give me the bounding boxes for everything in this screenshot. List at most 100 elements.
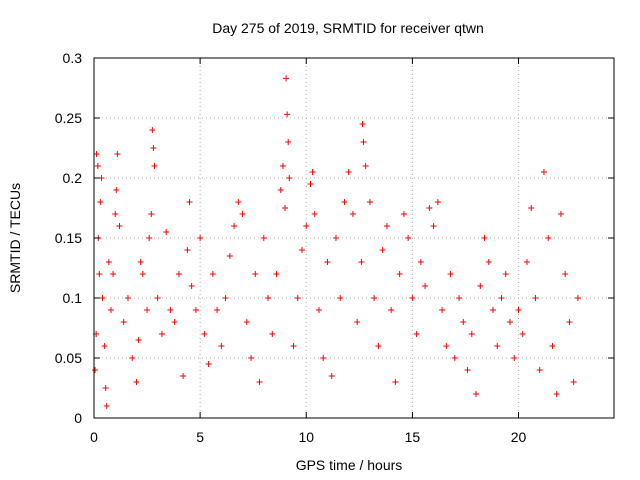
data-point bbox=[94, 163, 101, 169]
data-point bbox=[341, 199, 348, 205]
data-point bbox=[218, 343, 225, 349]
data-point bbox=[528, 205, 535, 211]
data-point bbox=[349, 211, 356, 217]
data-point bbox=[243, 319, 250, 325]
y-tick-label: 0.25 bbox=[55, 110, 82, 126]
data-point bbox=[116, 223, 123, 229]
data-point bbox=[180, 373, 187, 379]
data-point bbox=[511, 355, 518, 361]
data-point bbox=[383, 223, 390, 229]
data-point bbox=[439, 307, 446, 313]
data-point bbox=[422, 283, 429, 289]
x-tick-label: 20 bbox=[511, 429, 527, 445]
data-point bbox=[362, 163, 369, 169]
data-point bbox=[566, 319, 573, 325]
data-point bbox=[248, 355, 255, 361]
data-point bbox=[139, 271, 146, 277]
data-point bbox=[574, 295, 581, 301]
data-point bbox=[545, 235, 552, 241]
data-point bbox=[345, 169, 352, 175]
data-point bbox=[498, 295, 505, 301]
data-point bbox=[135, 337, 142, 343]
x-tick-label: 0 bbox=[90, 429, 98, 445]
data-point bbox=[197, 235, 204, 241]
data-point bbox=[188, 283, 195, 289]
y-tick-label: 0.15 bbox=[55, 230, 82, 246]
data-point bbox=[490, 307, 497, 313]
data-point bbox=[129, 355, 136, 361]
data-point bbox=[507, 319, 513, 325]
data-point bbox=[557, 211, 564, 217]
data-point bbox=[553, 391, 560, 397]
data-point bbox=[375, 343, 382, 349]
data-point bbox=[146, 235, 153, 241]
data-point bbox=[294, 295, 301, 301]
data-point bbox=[214, 307, 221, 313]
data-point bbox=[392, 379, 399, 385]
data-points bbox=[92, 75, 581, 409]
data-point bbox=[113, 187, 120, 193]
data-point bbox=[285, 139, 292, 145]
data-point bbox=[434, 199, 441, 205]
data-point bbox=[413, 331, 420, 337]
data-point bbox=[226, 253, 233, 259]
data-point bbox=[283, 75, 290, 82]
data-point bbox=[360, 139, 367, 145]
data-point bbox=[303, 223, 310, 229]
data-point bbox=[366, 199, 373, 205]
data-point bbox=[282, 205, 289, 211]
data-point bbox=[154, 295, 161, 301]
data-point bbox=[158, 331, 165, 337]
data-point bbox=[107, 307, 114, 313]
data-point bbox=[299, 247, 305, 253]
data-point bbox=[192, 307, 199, 313]
data-point bbox=[311, 211, 318, 217]
data-point bbox=[290, 343, 297, 349]
data-point bbox=[99, 295, 106, 301]
data-point bbox=[144, 307, 151, 313]
x-axis-label: GPS time / hours bbox=[296, 457, 403, 473]
data-point bbox=[150, 145, 157, 151]
data-point bbox=[102, 385, 109, 391]
data-point bbox=[279, 163, 286, 169]
data-point bbox=[110, 271, 117, 277]
data-point bbox=[101, 343, 108, 349]
data-point bbox=[477, 283, 484, 289]
data-point bbox=[396, 271, 403, 277]
data-point bbox=[417, 259, 424, 265]
data-point bbox=[201, 331, 208, 337]
data-point bbox=[359, 121, 366, 127]
data-point bbox=[337, 295, 344, 301]
x-tick-label: 5 bbox=[196, 429, 204, 445]
data-point bbox=[358, 259, 365, 265]
chart-title: Day 275 of 2019, SRMTID for receiver qtw… bbox=[212, 20, 484, 36]
data-point bbox=[205, 361, 212, 367]
data-point bbox=[464, 367, 471, 373]
data-point bbox=[286, 175, 293, 181]
data-point bbox=[171, 319, 178, 325]
y-tick-label: 0 bbox=[74, 410, 82, 426]
data-point bbox=[536, 367, 543, 373]
data-point bbox=[209, 271, 216, 277]
data-point bbox=[443, 343, 450, 349]
data-point bbox=[133, 379, 140, 385]
data-point bbox=[570, 379, 577, 385]
data-point bbox=[137, 259, 144, 265]
data-point bbox=[562, 271, 569, 277]
data-point bbox=[315, 307, 322, 313]
data-point bbox=[239, 211, 246, 217]
data-point bbox=[120, 319, 127, 325]
data-point bbox=[460, 319, 467, 325]
data-point bbox=[184, 247, 191, 253]
data-point bbox=[112, 211, 119, 217]
data-point bbox=[519, 331, 526, 337]
data-point bbox=[451, 355, 458, 361]
data-point bbox=[273, 271, 280, 277]
data-point bbox=[151, 163, 158, 169]
y-tick-label: 0.05 bbox=[55, 350, 82, 366]
data-point bbox=[269, 331, 276, 337]
x-tick-label: 10 bbox=[298, 429, 314, 445]
data-point bbox=[114, 151, 121, 157]
data-point bbox=[515, 307, 522, 313]
data-point bbox=[260, 235, 267, 241]
